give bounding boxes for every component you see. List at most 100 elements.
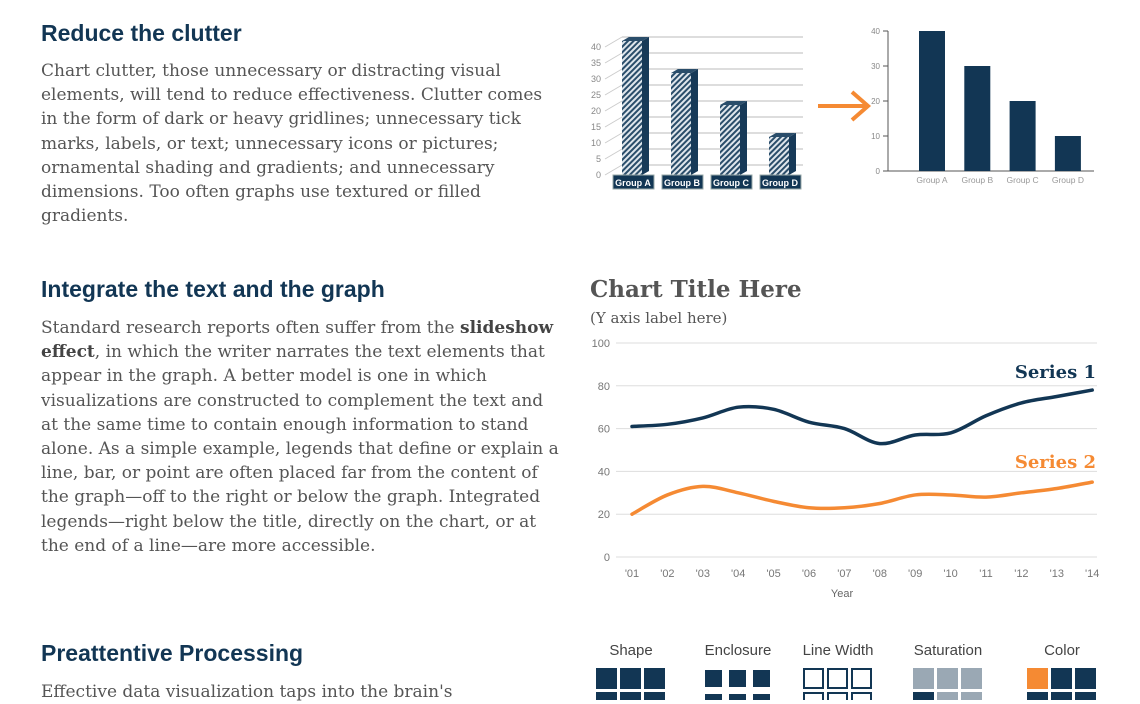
preattentive-label: Saturation	[913, 642, 983, 659]
series-line-1	[630, 388, 1094, 446]
bar-3d-side	[789, 133, 796, 175]
x-tick-label: '08	[873, 568, 887, 580]
bar-3d-top	[769, 133, 796, 137]
y-tick-label: 20	[598, 509, 610, 521]
example-square	[961, 668, 982, 689]
series-line-2	[630, 480, 1094, 516]
bar-3d-side	[691, 69, 698, 175]
y-tick-label: 30	[871, 62, 880, 71]
x-tick-label: Group A	[916, 175, 948, 185]
example-square	[620, 692, 641, 700]
bar-3d	[622, 41, 642, 175]
example-square	[1051, 668, 1072, 689]
text: , in which the writer narrates the text …	[41, 342, 559, 556]
y-tick-label: 40	[598, 466, 610, 478]
y-tick-label: 15	[591, 122, 601, 132]
y-tick-label: 5	[596, 154, 601, 164]
grid-line	[604, 100, 623, 112]
bar-3d-top	[622, 37, 649, 41]
example-square	[596, 668, 617, 689]
group-label-box	[759, 174, 802, 190]
example-square	[827, 692, 848, 700]
x-tick-label: '14	[1085, 568, 1099, 580]
example-square	[803, 668, 824, 689]
x-tick-label: '07	[837, 568, 851, 580]
preattentive-label: Shape	[609, 642, 653, 659]
group-label-box	[661, 174, 704, 190]
example-square	[913, 668, 934, 689]
heading-reduce-clutter: Reduce the clutter	[41, 20, 242, 46]
y-tick-label: 20	[591, 106, 601, 116]
x-tick-label: '13	[1050, 568, 1064, 580]
y-tick-label: 60	[598, 424, 610, 436]
example-square	[961, 692, 982, 700]
example-square	[729, 670, 746, 687]
grid-line	[604, 52, 623, 64]
bar-3d	[769, 137, 789, 175]
y-tick-label: 30	[591, 74, 601, 84]
bar-3d	[671, 73, 691, 175]
example-square	[803, 692, 824, 700]
bar-3d-top	[671, 69, 698, 73]
bar-3d-top	[720, 101, 747, 105]
chart-title: Chart Title Here	[590, 276, 802, 303]
x-tick-label: '06	[802, 568, 816, 580]
grid-line	[604, 132, 623, 144]
x-tick-label: '04	[731, 568, 745, 580]
bar	[1054, 136, 1081, 171]
example-square	[827, 668, 848, 689]
y-tick-label: 35	[591, 58, 601, 68]
x-tick-label: Group D	[762, 178, 798, 188]
example-square	[1075, 668, 1096, 689]
bar-3d	[720, 105, 740, 175]
y-tick-label: 0	[876, 167, 881, 176]
grid-line	[604, 36, 623, 48]
example-square	[644, 668, 665, 689]
text: Standard research reports often suffer f…	[41, 318, 461, 338]
x-tick-label: Group D	[1052, 175, 1084, 185]
example-square	[753, 694, 770, 700]
group-label-box	[710, 174, 753, 190]
x-tick-label: '11	[979, 568, 993, 580]
x-tick-label: '10	[943, 568, 957, 580]
orange-arrow-icon	[818, 90, 872, 122]
x-tick-label: Group A	[615, 178, 651, 188]
grid-line	[604, 164, 623, 176]
y-tick-label: 40	[871, 27, 880, 36]
example-square	[851, 668, 872, 689]
bar-3d-side	[642, 37, 649, 175]
bar	[964, 66, 991, 171]
y-tick-label: 0	[604, 552, 610, 564]
x-tick-label: '12	[1014, 568, 1028, 580]
y-axis-label: (Y axis label here)	[590, 309, 728, 327]
x-tick-label: '09	[908, 568, 922, 580]
y-tick-label: 20	[871, 97, 880, 106]
example-square	[851, 692, 872, 700]
grid-line	[604, 68, 623, 80]
example-square	[913, 692, 934, 700]
paragraph-clutter: Chart clutter, those unnecessary or dist…	[41, 61, 543, 227]
heading-integrate: Integrate the text and the graph	[41, 276, 385, 302]
example-square	[729, 694, 746, 700]
y-tick-label: 10	[591, 138, 601, 148]
bar-3d-side	[740, 101, 747, 175]
heading-preattentive: Preattentive Processing	[41, 640, 304, 666]
grid-line	[604, 116, 623, 128]
example-square	[937, 692, 958, 700]
grid-line	[604, 148, 623, 160]
y-tick-label: 25	[591, 90, 601, 100]
y-tick-label: 100	[592, 338, 610, 350]
example-square	[753, 670, 770, 687]
example-square	[596, 692, 617, 700]
example-square	[705, 670, 722, 687]
preattentive-label: Enclosure	[704, 642, 772, 659]
group-label-box	[612, 174, 655, 190]
example-square	[1027, 668, 1048, 689]
x-tick-label: Group C	[713, 178, 749, 188]
example-square	[1075, 692, 1096, 700]
x-axis-label: Year	[831, 588, 854, 600]
x-tick-label: Group C	[1007, 175, 1039, 185]
x-tick-label: Group B	[664, 178, 700, 188]
example-square	[1027, 692, 1048, 700]
